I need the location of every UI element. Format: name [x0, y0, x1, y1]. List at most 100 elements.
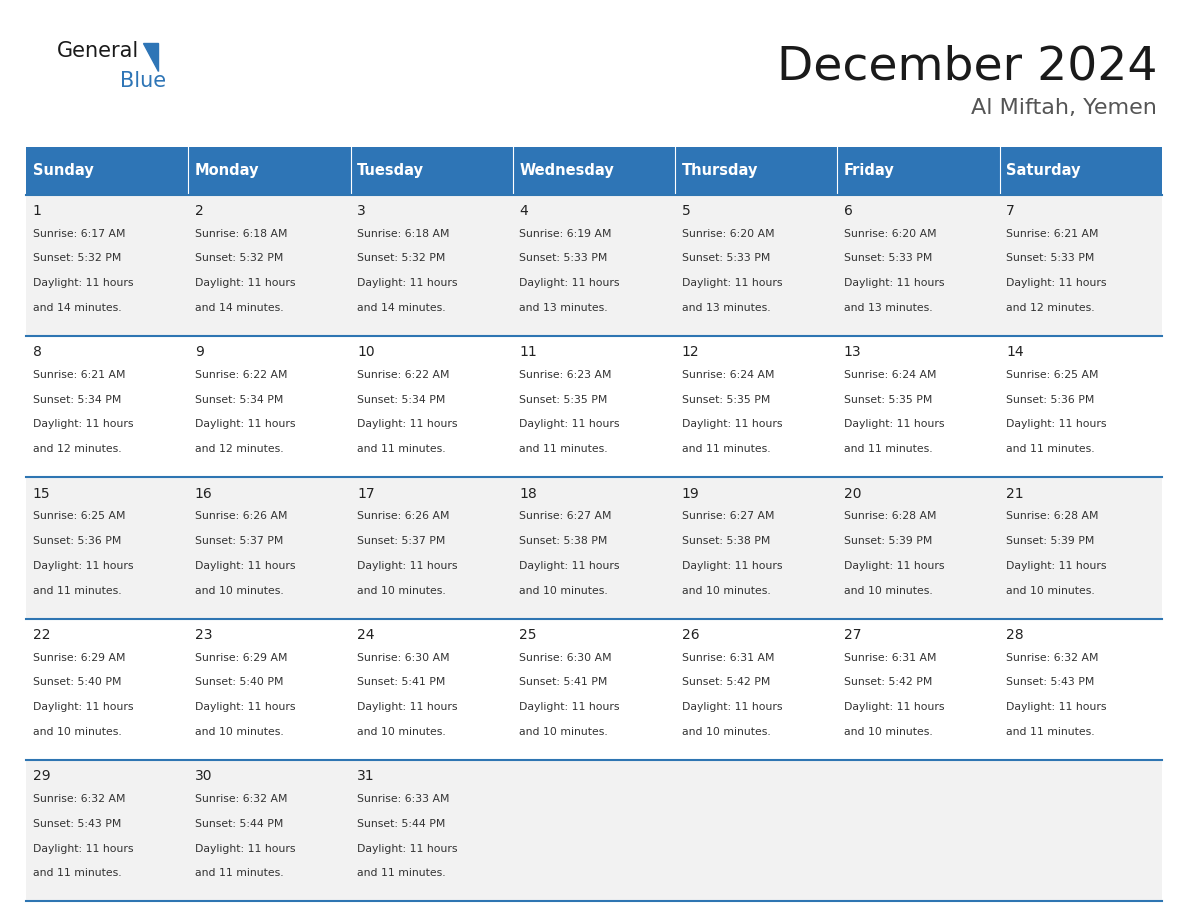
Bar — [26, 147, 189, 195]
Bar — [513, 147, 675, 195]
Text: Daylight: 11 hours: Daylight: 11 hours — [32, 702, 133, 712]
Text: and 11 minutes.: and 11 minutes. — [358, 444, 446, 454]
Text: Sunrise: 6:17 AM: Sunrise: 6:17 AM — [32, 229, 125, 239]
Text: and 10 minutes.: and 10 minutes. — [32, 727, 121, 737]
Text: December 2024: December 2024 — [777, 44, 1157, 89]
Text: Daylight: 11 hours: Daylight: 11 hours — [843, 561, 944, 571]
Text: Daylight: 11 hours: Daylight: 11 hours — [682, 561, 782, 571]
Text: Sunset: 5:44 PM: Sunset: 5:44 PM — [195, 819, 283, 829]
Text: and 10 minutes.: and 10 minutes. — [358, 586, 446, 596]
Text: Sunset: 5:38 PM: Sunset: 5:38 PM — [519, 536, 608, 546]
Text: Sunrise: 6:24 AM: Sunrise: 6:24 AM — [682, 370, 775, 380]
Text: Daylight: 11 hours: Daylight: 11 hours — [1006, 420, 1106, 430]
Text: Sunrise: 6:29 AM: Sunrise: 6:29 AM — [195, 653, 287, 663]
Text: 7: 7 — [1006, 204, 1015, 218]
Text: and 11 minutes.: and 11 minutes. — [519, 444, 608, 454]
Text: and 14 minutes.: and 14 minutes. — [32, 303, 121, 313]
Text: Sunrise: 6:19 AM: Sunrise: 6:19 AM — [519, 229, 612, 239]
Text: and 10 minutes.: and 10 minutes. — [195, 727, 284, 737]
Text: Sunrise: 6:31 AM: Sunrise: 6:31 AM — [843, 653, 936, 663]
Text: Daylight: 11 hours: Daylight: 11 hours — [682, 702, 782, 712]
Text: and 10 minutes.: and 10 minutes. — [519, 727, 608, 737]
Text: Daylight: 11 hours: Daylight: 11 hours — [843, 278, 944, 288]
Text: 1: 1 — [32, 204, 42, 218]
Text: 5: 5 — [682, 204, 690, 218]
Text: Sunrise: 6:32 AM: Sunrise: 6:32 AM — [32, 794, 125, 804]
Text: Daylight: 11 hours: Daylight: 11 hours — [195, 561, 296, 571]
Text: 8: 8 — [32, 345, 42, 359]
Text: Daylight: 11 hours: Daylight: 11 hours — [358, 278, 457, 288]
Text: Sunrise: 6:28 AM: Sunrise: 6:28 AM — [1006, 511, 1099, 521]
Text: Sunset: 5:33 PM: Sunset: 5:33 PM — [519, 253, 608, 263]
Text: 18: 18 — [519, 487, 537, 500]
Bar — [350, 147, 513, 195]
Text: Sunset: 5:41 PM: Sunset: 5:41 PM — [519, 677, 608, 688]
Text: Wednesday: Wednesday — [519, 163, 614, 178]
Text: Daylight: 11 hours: Daylight: 11 hours — [519, 561, 620, 571]
Text: Sunrise: 6:22 AM: Sunrise: 6:22 AM — [358, 370, 449, 380]
Text: and 11 minutes.: and 11 minutes. — [682, 444, 770, 454]
Text: Daylight: 11 hours: Daylight: 11 hours — [195, 420, 296, 430]
Text: Sunset: 5:32 PM: Sunset: 5:32 PM — [358, 253, 446, 263]
Bar — [838, 147, 999, 195]
Text: Daylight: 11 hours: Daylight: 11 hours — [1006, 278, 1106, 288]
Text: Sunrise: 6:31 AM: Sunrise: 6:31 AM — [682, 653, 775, 663]
Text: and 12 minutes.: and 12 minutes. — [32, 444, 121, 454]
Bar — [26, 619, 1162, 760]
Text: Sunrise: 6:28 AM: Sunrise: 6:28 AM — [843, 511, 936, 521]
Text: and 10 minutes.: and 10 minutes. — [1006, 586, 1095, 596]
Text: Sunset: 5:34 PM: Sunset: 5:34 PM — [358, 395, 446, 405]
Text: 2: 2 — [195, 204, 203, 218]
Text: Sunrise: 6:27 AM: Sunrise: 6:27 AM — [682, 511, 775, 521]
Text: 26: 26 — [682, 628, 700, 642]
Text: 31: 31 — [358, 769, 374, 783]
Text: Sunset: 5:43 PM: Sunset: 5:43 PM — [1006, 677, 1094, 688]
Text: 19: 19 — [682, 487, 700, 500]
Text: 16: 16 — [195, 487, 213, 500]
Text: 17: 17 — [358, 487, 374, 500]
Text: and 14 minutes.: and 14 minutes. — [195, 303, 284, 313]
Text: 23: 23 — [195, 628, 213, 642]
Text: Sunset: 5:41 PM: Sunset: 5:41 PM — [358, 677, 446, 688]
Text: Daylight: 11 hours: Daylight: 11 hours — [358, 702, 457, 712]
Text: Sunset: 5:32 PM: Sunset: 5:32 PM — [195, 253, 283, 263]
Text: 12: 12 — [682, 345, 700, 359]
Text: and 13 minutes.: and 13 minutes. — [682, 303, 770, 313]
Text: and 11 minutes.: and 11 minutes. — [1006, 727, 1094, 737]
Text: General: General — [57, 41, 139, 62]
Text: Sunset: 5:33 PM: Sunset: 5:33 PM — [843, 253, 933, 263]
Text: Sunrise: 6:18 AM: Sunrise: 6:18 AM — [195, 229, 287, 239]
Text: and 11 minutes.: and 11 minutes. — [32, 586, 121, 596]
Text: and 10 minutes.: and 10 minutes. — [682, 586, 770, 596]
Text: Sunset: 5:37 PM: Sunset: 5:37 PM — [358, 536, 446, 546]
Text: Sunset: 5:42 PM: Sunset: 5:42 PM — [682, 677, 770, 688]
Text: Daylight: 11 hours: Daylight: 11 hours — [843, 702, 944, 712]
Text: Sunset: 5:36 PM: Sunset: 5:36 PM — [1006, 395, 1094, 405]
Text: Sunrise: 6:32 AM: Sunrise: 6:32 AM — [195, 794, 287, 804]
Text: 21: 21 — [1006, 487, 1024, 500]
Text: 13: 13 — [843, 345, 861, 359]
Bar — [26, 477, 1162, 619]
Text: Sunset: 5:35 PM: Sunset: 5:35 PM — [519, 395, 608, 405]
Text: Sunrise: 6:24 AM: Sunrise: 6:24 AM — [843, 370, 936, 380]
Bar — [675, 147, 838, 195]
Text: Sunrise: 6:20 AM: Sunrise: 6:20 AM — [843, 229, 936, 239]
Bar — [26, 336, 1162, 477]
Text: Daylight: 11 hours: Daylight: 11 hours — [32, 561, 133, 571]
Text: and 10 minutes.: and 10 minutes. — [843, 727, 933, 737]
Text: and 10 minutes.: and 10 minutes. — [682, 727, 770, 737]
Text: Sunset: 5:34 PM: Sunset: 5:34 PM — [195, 395, 283, 405]
Text: Daylight: 11 hours: Daylight: 11 hours — [32, 420, 133, 430]
Bar — [999, 147, 1162, 195]
Text: 3: 3 — [358, 204, 366, 218]
Text: Thursday: Thursday — [682, 163, 758, 178]
Text: Sunset: 5:42 PM: Sunset: 5:42 PM — [843, 677, 933, 688]
Text: Al Miftah, Yemen: Al Miftah, Yemen — [972, 98, 1157, 118]
Text: Daylight: 11 hours: Daylight: 11 hours — [195, 702, 296, 712]
Text: and 11 minutes.: and 11 minutes. — [195, 868, 284, 879]
Text: Daylight: 11 hours: Daylight: 11 hours — [195, 844, 296, 854]
Text: Sunset: 5:35 PM: Sunset: 5:35 PM — [682, 395, 770, 405]
Text: and 13 minutes.: and 13 minutes. — [843, 303, 933, 313]
Text: Sunset: 5:40 PM: Sunset: 5:40 PM — [195, 677, 284, 688]
Text: Sunset: 5:32 PM: Sunset: 5:32 PM — [32, 253, 121, 263]
